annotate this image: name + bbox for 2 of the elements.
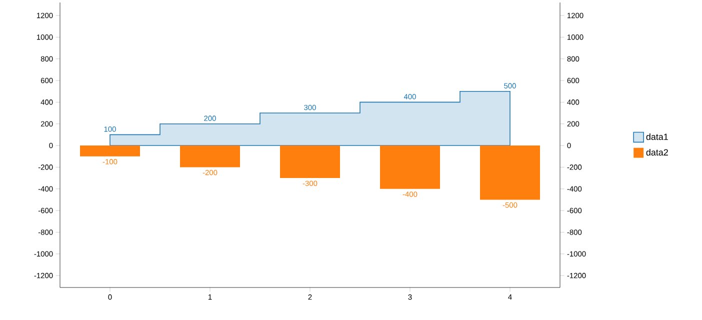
legend-label: data2: [646, 148, 668, 156]
legend-label: data1: [646, 133, 668, 140]
